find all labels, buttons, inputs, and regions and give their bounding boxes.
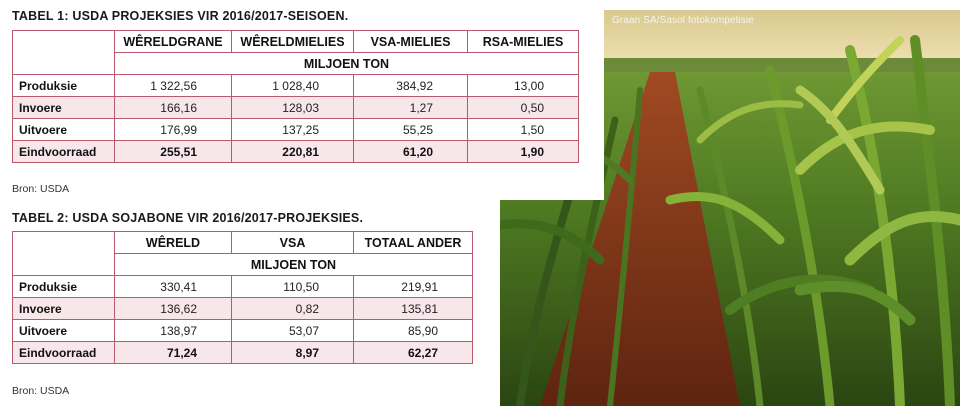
table-cell: 0,82 xyxy=(231,297,354,320)
table2-corner-cell xyxy=(12,231,115,276)
photo-caption: Graan SA/Sasol fotokompetisie xyxy=(612,15,754,26)
table-row: Uitvoere 176,99 137,25 55,25 1,50 xyxy=(12,118,579,141)
row-label: Invoere xyxy=(12,297,115,320)
table-cell: 85,90 xyxy=(353,319,473,342)
table1-title: TABEL 1: USDA PROJEKSIES VIR 2016/2017-S… xyxy=(12,9,349,23)
table1-unit-header: MILJOEN TON xyxy=(114,52,579,75)
table-row: Invoere 166,16 128,03 1,27 0,50 xyxy=(12,96,579,119)
table-cell: 62,27 xyxy=(353,341,473,364)
table1-col-header: VSA-MIELIES xyxy=(353,30,468,53)
table-row: Eindvoorraad 255,51 220,81 61,20 1,90 xyxy=(12,140,579,163)
table-cell: 384,92 xyxy=(353,74,468,97)
table-cell: 255,51 xyxy=(114,140,232,163)
table2-source: Bron: USDA xyxy=(12,385,70,397)
table-cell: 1,90 xyxy=(467,140,579,163)
table-cell: 53,07 xyxy=(231,319,354,342)
table-cell: 1 028,40 xyxy=(231,74,354,97)
table2-unit-header: MILJOEN TON xyxy=(114,253,473,276)
table2-col-header: VSA xyxy=(231,231,354,254)
table-cell: 135,81 xyxy=(353,297,473,320)
table-row: Uitvoere 138,97 53,07 85,90 xyxy=(12,319,473,342)
row-label: Produksie xyxy=(12,74,115,97)
table-cell: 1 322,56 xyxy=(114,74,232,97)
table-cell: 8,97 xyxy=(231,341,354,364)
table-cell: 71,24 xyxy=(114,341,232,364)
table-row: Invoere 136,62 0,82 135,81 xyxy=(12,297,473,320)
table-cell: 219,91 xyxy=(353,275,473,298)
table-cell: 136,62 xyxy=(114,297,232,320)
row-label: Uitvoere xyxy=(12,118,115,141)
table-row: Produksie 330,41 110,50 219,91 xyxy=(12,275,473,298)
table-cell: 55,25 xyxy=(353,118,468,141)
table-cell: 166,16 xyxy=(114,96,232,119)
table1-col-header: WÊRELDMIELIES xyxy=(231,30,354,53)
table1-col-header: WÊRELDGRANE xyxy=(114,30,232,53)
row-label: Eindvoorraad xyxy=(12,341,115,364)
maize-field-photo xyxy=(500,10,960,406)
table1-corner-cell xyxy=(12,30,115,75)
table-row: Produksie 1 322,56 1 028,40 384,92 13,00 xyxy=(12,74,579,97)
table2-col-header: WÊRELD xyxy=(114,231,232,254)
table-cell: 220,81 xyxy=(231,140,354,163)
table-cell: 128,03 xyxy=(231,96,354,119)
row-label: Produksie xyxy=(12,275,115,298)
table2: WÊRELD VSA TOTAAL ANDER MILJOEN TON Prod… xyxy=(12,231,473,364)
table-cell: 110,50 xyxy=(231,275,354,298)
table1-col-header: RSA-MIELIES xyxy=(467,30,579,53)
table-cell: 0,50 xyxy=(467,96,579,119)
table1: WÊRELDGRANE WÊRELDMIELIES VSA-MIELIES RS… xyxy=(12,30,579,163)
table-cell: 176,99 xyxy=(114,118,232,141)
table2-col-header: TOTAAL ANDER xyxy=(353,231,473,254)
table1-source: Bron: USDA xyxy=(12,183,70,195)
row-label: Uitvoere xyxy=(12,319,115,342)
table-cell: 61,20 xyxy=(353,140,468,163)
table-cell: 13,00 xyxy=(467,74,579,97)
table2-title: TABEL 2: USDA SOJABONE VIR 2016/2017-PRO… xyxy=(12,211,364,225)
table-cell: 137,25 xyxy=(231,118,354,141)
row-label: Invoere xyxy=(12,96,115,119)
table-cell: 1,27 xyxy=(353,96,468,119)
row-label: Eindvoorraad xyxy=(12,140,115,163)
table-cell: 138,97 xyxy=(114,319,232,342)
table-cell: 1,50 xyxy=(467,118,579,141)
table-row: Eindvoorraad 71,24 8,97 62,27 xyxy=(12,341,473,364)
table-cell: 330,41 xyxy=(114,275,232,298)
